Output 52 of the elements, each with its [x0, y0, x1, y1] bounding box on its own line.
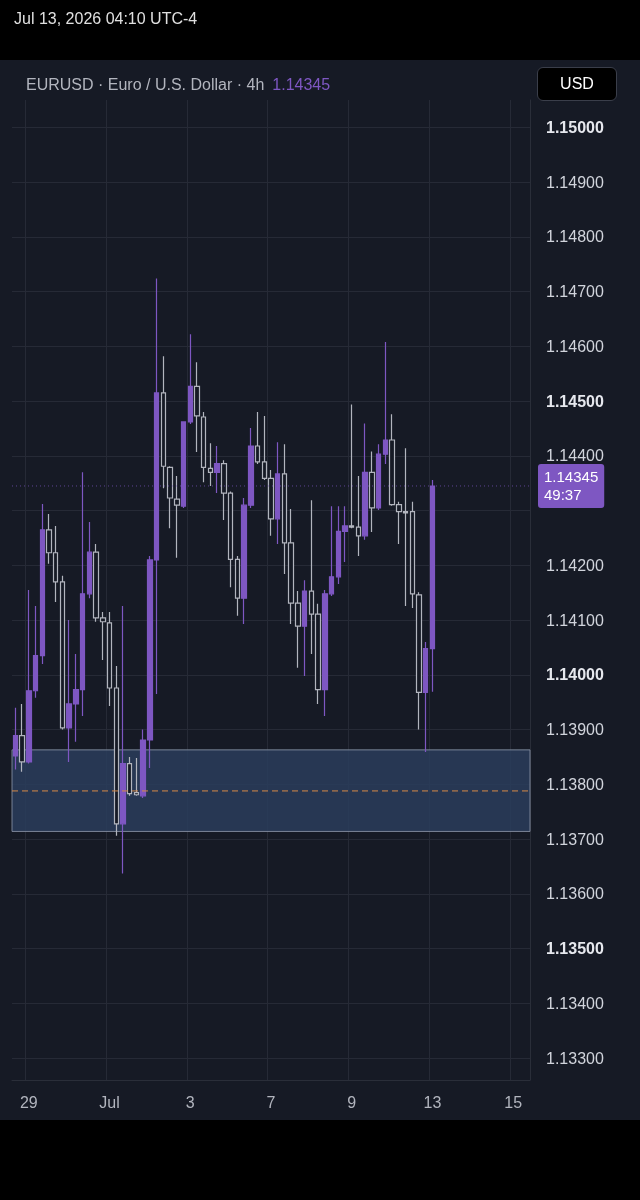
candlestick [39, 503, 46, 665]
chart-subtitle: 1.14345 [272, 76, 331, 93]
y-tick-label: 1.14900 [546, 173, 604, 191]
candlestick [355, 475, 362, 557]
candlestick [126, 756, 133, 797]
candlestick [113, 665, 120, 837]
y-tick-label: 1.13600 [546, 885, 604, 903]
candlestick [160, 355, 167, 489]
y-tick-label: 1.15000 [546, 118, 604, 136]
x-tick-label: Jul [99, 1093, 120, 1111]
y-tick-label: 1.13800 [546, 775, 604, 793]
y-tick-label: 1.14200 [546, 556, 604, 574]
y-tick-label: 1.14400 [546, 447, 604, 465]
candlestick [12, 707, 19, 771]
candlestick [422, 641, 429, 753]
text: USD [537, 67, 617, 101]
candlestick [133, 757, 140, 797]
x-tick-label: 7 [266, 1093, 276, 1111]
candlestick [409, 501, 416, 609]
y-tick-label: 1.13900 [546, 721, 604, 739]
x-tick-label: 9 [347, 1093, 357, 1111]
candlestick [368, 450, 376, 533]
candlestick [187, 333, 194, 425]
y-tick-label: 1.14800 [546, 228, 604, 246]
y-tick-label: 1.13700 [546, 830, 604, 848]
candlestick [382, 341, 389, 465]
candlestick [86, 521, 93, 599]
chart-title: EURUSD · Euro / U.S. Dollar · 4h [26, 76, 265, 93]
candlestick [254, 411, 261, 465]
ref-line-label: 1.14345 49:37 [544, 468, 599, 504]
candlestick [301, 579, 308, 677]
y-tick-label: 1.14100 [546, 611, 604, 629]
y-tick-label: 1.14000 [546, 666, 604, 684]
y-tick-label: 1.13500 [546, 940, 604, 958]
candlestick [207, 442, 214, 487]
candlestick [119, 605, 127, 875]
y-tick-label: 1.14600 [546, 337, 604, 355]
x-tick-label: 13 [423, 1093, 442, 1111]
candlestick [59, 575, 66, 731]
candlestick [234, 555, 241, 617]
x-tick-label: 29 [19, 1093, 38, 1111]
y-tick-label: 1.13400 [546, 994, 604, 1012]
x-tick-label: 15 [504, 1093, 523, 1111]
x-tick-label: 3 [185, 1093, 195, 1111]
candlestick [106, 611, 113, 707]
candlestick [18, 703, 26, 773]
candlestick [348, 403, 355, 529]
y-tick-label: 1.14500 [546, 392, 604, 410]
y-tick-label: 1.13300 [546, 1049, 604, 1067]
text: Jul 13, 2026 04:10 UTC-4 [14, 10, 198, 28]
y-tick-label: 1.14700 [546, 283, 604, 301]
candlestick [415, 591, 423, 731]
